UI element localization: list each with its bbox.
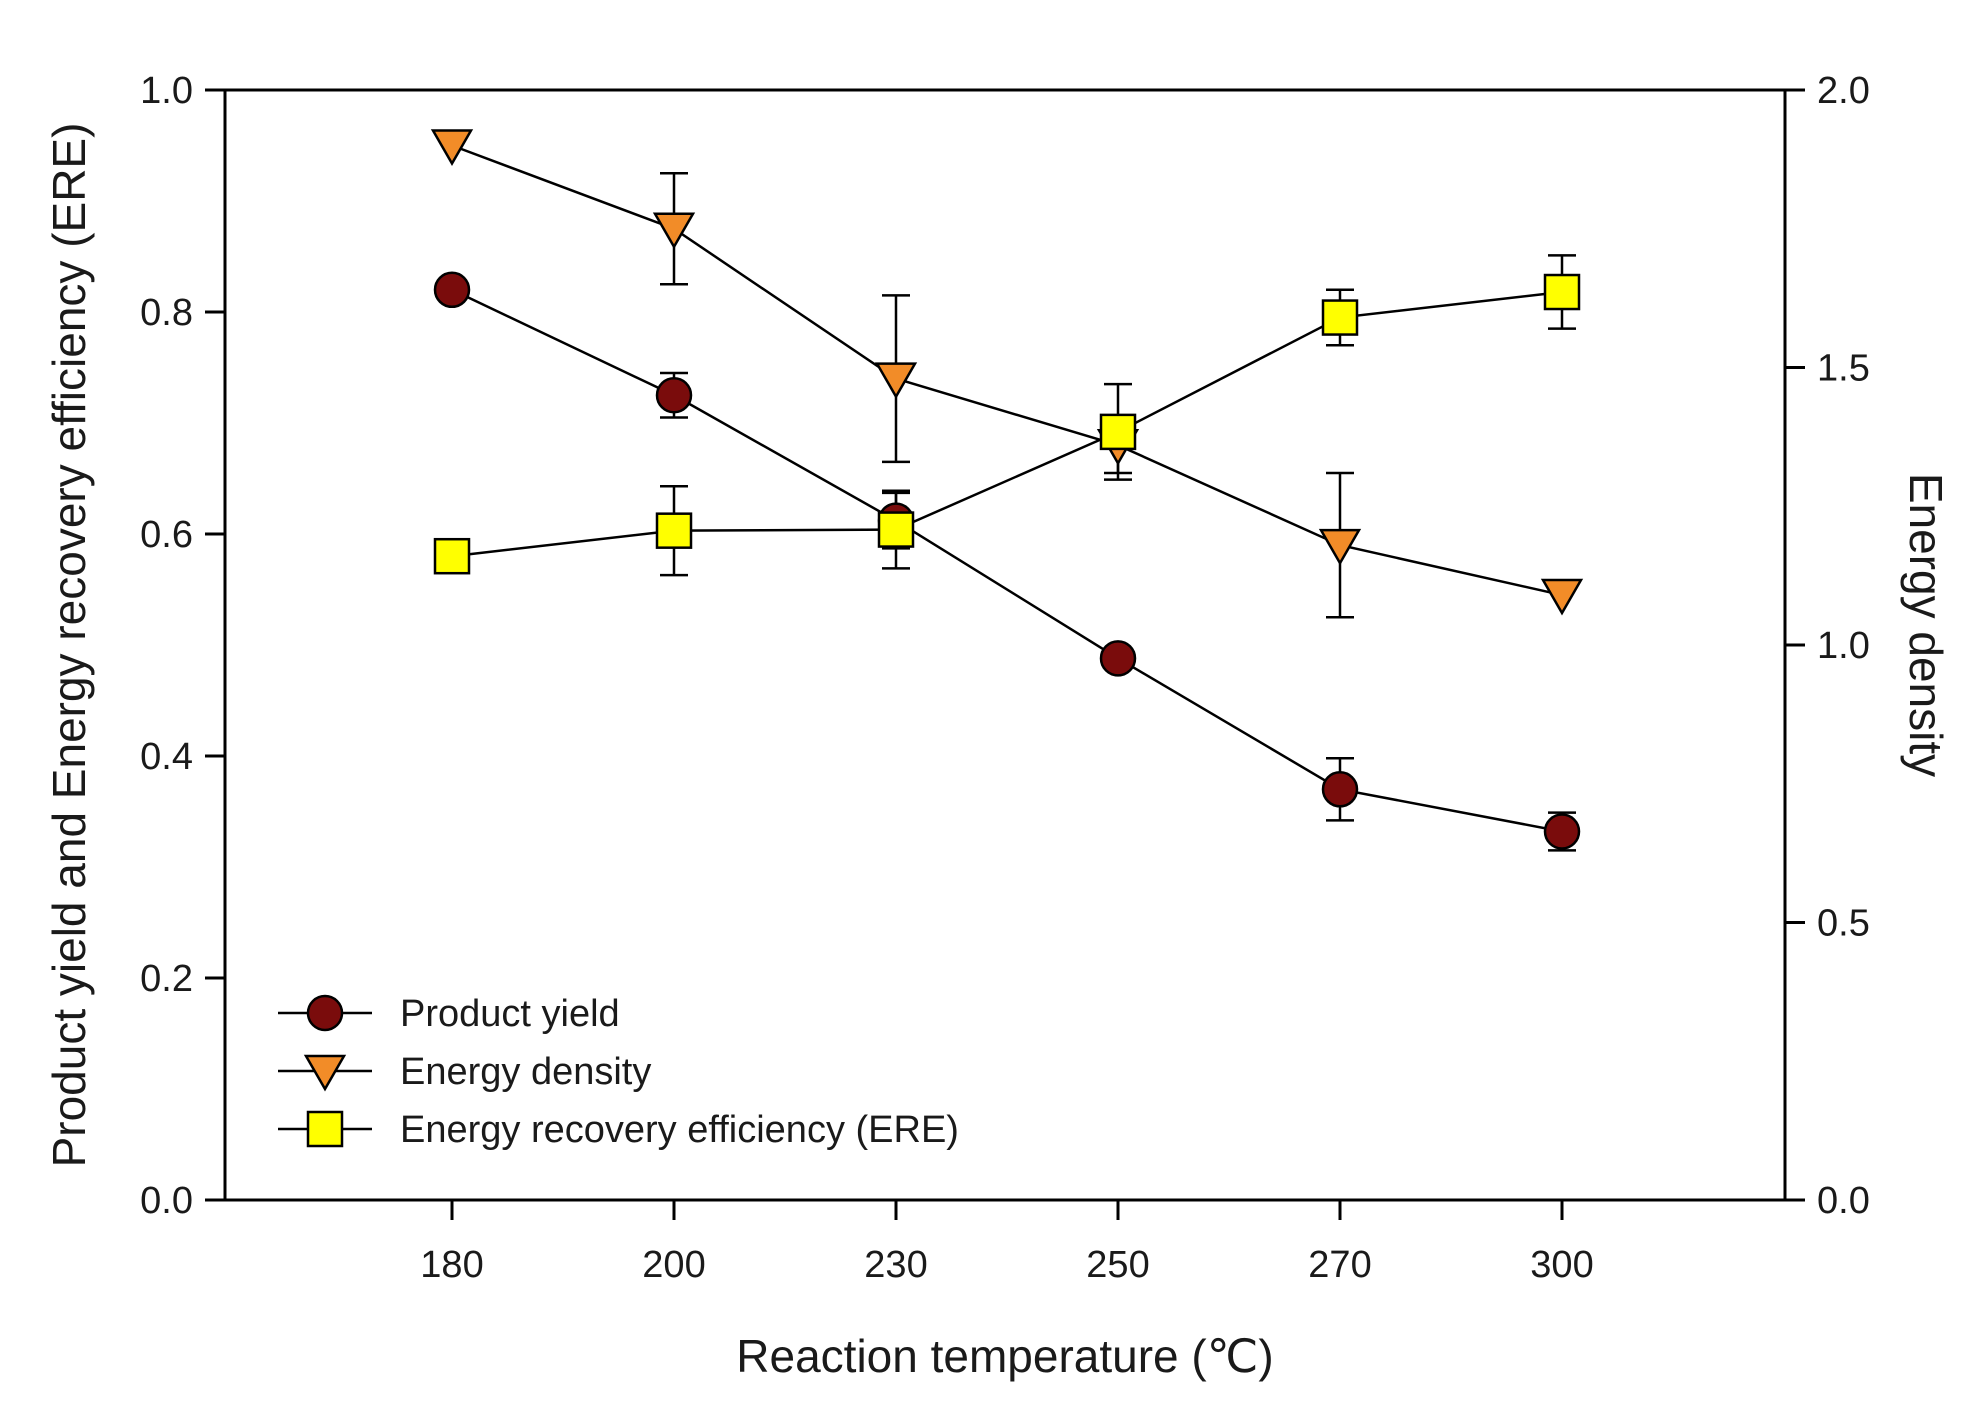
right-axis-title: Energy density <box>1900 473 1952 777</box>
series-lines <box>451 144 1563 833</box>
energy-density-point <box>874 362 918 400</box>
left-tick-label: 0.0 <box>140 1180 193 1222</box>
legend-label: Energy recovery efficiency (ERE) <box>400 1109 959 1151</box>
x-axis-title: Reaction temperature (℃) <box>736 1330 1273 1382</box>
product-yield-point <box>1099 640 1137 677</box>
energy-recovery-efficiency-ere-point <box>1321 299 1359 336</box>
error-bars <box>660 172 1576 852</box>
legend-marker <box>306 994 344 1032</box>
product-yield-point <box>655 377 693 414</box>
x-tick-label: 270 <box>1308 1244 1371 1286</box>
left-tick-label: 0.2 <box>140 958 193 1000</box>
energy-recovery-efficiency-ere-point <box>1099 413 1137 451</box>
legend-marker <box>303 1054 347 1092</box>
product-yield-point <box>1321 771 1359 808</box>
product-yield-point <box>433 271 471 309</box>
right-axis: 0.0 0.5 1.0 1.5 2.0 <box>1785 70 1870 1222</box>
energy-recovery-efficiency-ere-point <box>655 512 693 549</box>
left-tick-label: 0.6 <box>140 514 193 556</box>
series-markers <box>430 129 1584 850</box>
x-axis: 180 200 230 250 270 300 <box>420 1200 1594 1286</box>
right-tick-label: 2.0 <box>1817 70 1870 112</box>
legend-label: Product yield <box>400 993 620 1035</box>
right-tick-label: 1.5 <box>1817 348 1870 390</box>
x-tick-label: 200 <box>642 1244 705 1286</box>
right-tick-label: 0.5 <box>1817 903 1870 945</box>
x-tick-label: 300 <box>1530 1244 1593 1286</box>
energy-recovery-efficiency-ere-point <box>1543 273 1581 311</box>
x-tick-label: 230 <box>864 1244 927 1286</box>
energy-density-line <box>451 144 1563 597</box>
left-tick-label: 1.0 <box>140 70 193 112</box>
right-tick-label: 0.0 <box>1817 1180 1870 1222</box>
legend: Product yield Energy density Energy recove… <box>278 993 959 1151</box>
legend-label: Energy density <box>400 1051 651 1093</box>
series-layer <box>430 129 1584 852</box>
left-tick-label: 0.4 <box>140 736 193 778</box>
product-yield-point <box>1543 813 1581 850</box>
energy-density-point <box>652 212 696 250</box>
legend-item-energy-density: Energy density <box>278 1051 651 1093</box>
left-axis-title: Product yield and Energy recovery effici… <box>43 123 95 1168</box>
energy-recovery-efficiency-ere-point <box>877 511 915 548</box>
energy-density-point <box>1540 578 1584 616</box>
legend-item-energy-recovery-efficiency-ere: Energy recovery efficiency (ERE) <box>278 1109 959 1151</box>
energy-density-point <box>1318 528 1362 566</box>
product-yield-line <box>451 288 1563 833</box>
legend-item-product-yield: Product yield <box>278 993 620 1035</box>
x-tick-label: 180 <box>420 1244 483 1286</box>
x-tick-label: 250 <box>1086 1244 1149 1286</box>
energy-recovery-efficiency-ere-line <box>451 290 1563 558</box>
right-tick-label: 1.0 <box>1817 625 1870 667</box>
energy-density-point <box>430 129 474 167</box>
left-tick-label: 0.8 <box>140 292 193 334</box>
energy-recovery-efficiency-ere-point <box>433 537 471 575</box>
legend-marker <box>306 1110 344 1148</box>
left-axis: 0.0 0.2 0.4 0.6 0.8 1.0 <box>140 70 225 1222</box>
